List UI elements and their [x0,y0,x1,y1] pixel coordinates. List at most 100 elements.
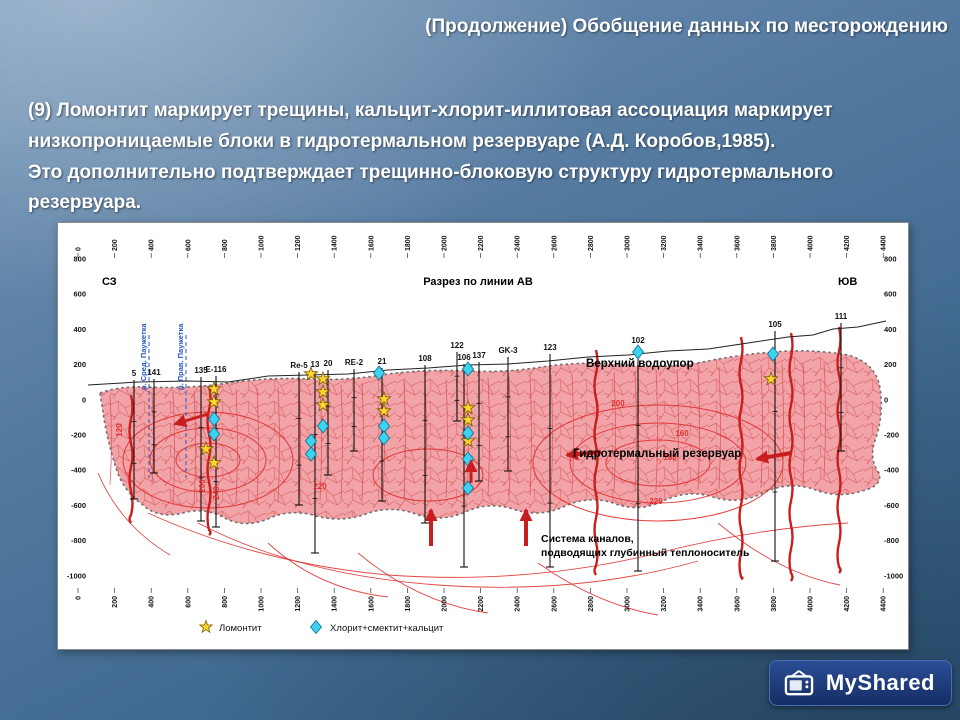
x-tick-top: 2400 [515,235,522,251]
y-tick-left: -800 [71,536,86,545]
section-title: Разрез по линии АВ [423,276,533,288]
x-tick-bottom: 2600 [551,596,558,612]
cross-section-svg: р. Сред. Паужетка р. Прав. Паужетка 5 141 13… [67,235,903,635]
well-label: 21 [378,357,387,366]
x-tick-top: 4000 [808,235,815,251]
laumontite-star-icon [763,370,779,386]
fracture-line [781,364,784,488]
deep-isotherm [537,562,659,616]
header-se: ЮВ [838,276,857,288]
chlorite-diamond-icon [461,425,475,441]
fracture-line [760,365,763,488]
channel-line [593,349,599,576]
y-tick-right: -400 [884,466,899,475]
tv-icon [784,670,814,696]
laumontite-star-icon [376,390,392,406]
isotherm-label: 200 [198,479,207,493]
isotherm-contour [372,448,484,502]
legend-star-label: Ломонтит [219,623,262,634]
x-tick-bottom: 3600 [734,596,741,612]
fracture-line [172,391,175,506]
x-tick-bottom: 3400 [698,596,705,612]
surface-line [87,320,887,386]
y-tick-left: -1000 [67,571,86,580]
x-tick-top: 0 [76,247,83,251]
well-label: 5 [132,369,137,378]
x-tick-top: 2600 [551,235,558,251]
well-label: 135 [194,366,208,375]
isotherm-label: 240 [212,486,221,500]
river-label: р. Прав. Паужетка [176,323,185,390]
x-tick-bottom: 1800 [405,596,412,612]
isotherm-label: 220 [313,482,327,491]
fracture-line [676,369,679,491]
isotherm-label: 200 [611,399,625,408]
well-label: 106 [457,353,471,362]
x-tick-top: 1400 [332,235,339,251]
fracture-line [550,374,553,495]
upper-aquitard-label: Верхний водоупор [586,358,694,370]
isotherm-label: 220 [649,497,663,506]
chlorite-diamond-icon [316,418,330,434]
channel-line [206,385,212,536]
x-tick-bottom: 600 [185,596,192,608]
x-tick-bottom: 0 [76,596,83,600]
y-tick-left: -200 [71,431,86,440]
channels-label-line1: Система каналов, [541,533,634,545]
legend-diamond-label: Хлорит+смектит+кальцит [330,623,444,634]
isotherm-label: 120 [115,423,124,437]
deep-isotherm [97,472,171,556]
laumontite-star-icon [460,399,476,415]
deep-isotherm [267,542,389,598]
myshared-logo[interactable]: MyShared [768,660,952,706]
legend-star-icon [198,619,214,634]
fracture-line [487,377,490,497]
x-tick-top: 800 [222,239,229,251]
y-tick-right: 600 [884,290,897,299]
chlorite-diamond-icon [631,344,645,360]
laumontite-star-icon [460,411,476,427]
river-label: р. Сред. Паужетка [139,323,148,390]
slide-body: (9) Ломонтит маркирует трещины, кальцит-… [28,96,942,219]
cross-section-diagram: р. Сред. Паужетка р. Прав. Паужетка 5 141 13… [57,222,909,650]
x-tick-bottom: 2400 [515,596,522,612]
fracture-line [109,394,112,486]
well-label: 137 [472,351,486,360]
y-tick-left: 600 [73,290,86,299]
y-tick-right: -800 [884,536,899,545]
fracture-line [571,373,574,494]
x-tick-top: 3800 [771,235,778,251]
x-tick-bottom: 1200 [295,596,302,612]
channel-line [738,336,744,581]
x-tick-bottom: 200 [112,596,119,608]
isotherm-contour [569,422,747,504]
chlorite-diamond-icon [304,446,318,462]
x-tick-top: 2200 [478,235,485,251]
well-label: 141 [147,368,161,377]
y-tick-right: 200 [884,360,897,369]
well-label: 108 [418,354,432,363]
x-tick-top: 4200 [844,235,851,251]
fracture-line [403,381,406,499]
flow-arrow [173,412,209,428]
legend-diamond-icon [309,619,323,635]
deep-isotherm [147,512,849,578]
fracture-line [235,388,238,504]
x-tick-bottom: 2800 [588,596,595,612]
x-tick-bottom: 3000 [625,596,632,612]
fracture-line [613,371,616,493]
y-tick-right: -1000 [884,571,903,580]
x-tick-top: 3600 [734,235,741,251]
channel-line [128,394,134,524]
body-line: низкопроницаемые блоки в гидротермальном… [28,130,776,152]
y-tick-left: 400 [73,325,86,334]
body-line: резервуара. [28,192,142,214]
fracture-line [802,363,805,487]
x-tick-top: 600 [185,239,192,251]
fracture-line [424,380,427,499]
chlorite-diamond-icon [377,430,391,446]
body-line: Это дополнительно подтверждает трещинно-… [28,161,834,183]
y-tick-left: 0 [82,395,86,404]
y-tick-right: 800 [884,255,897,264]
fracture-line [277,387,280,503]
